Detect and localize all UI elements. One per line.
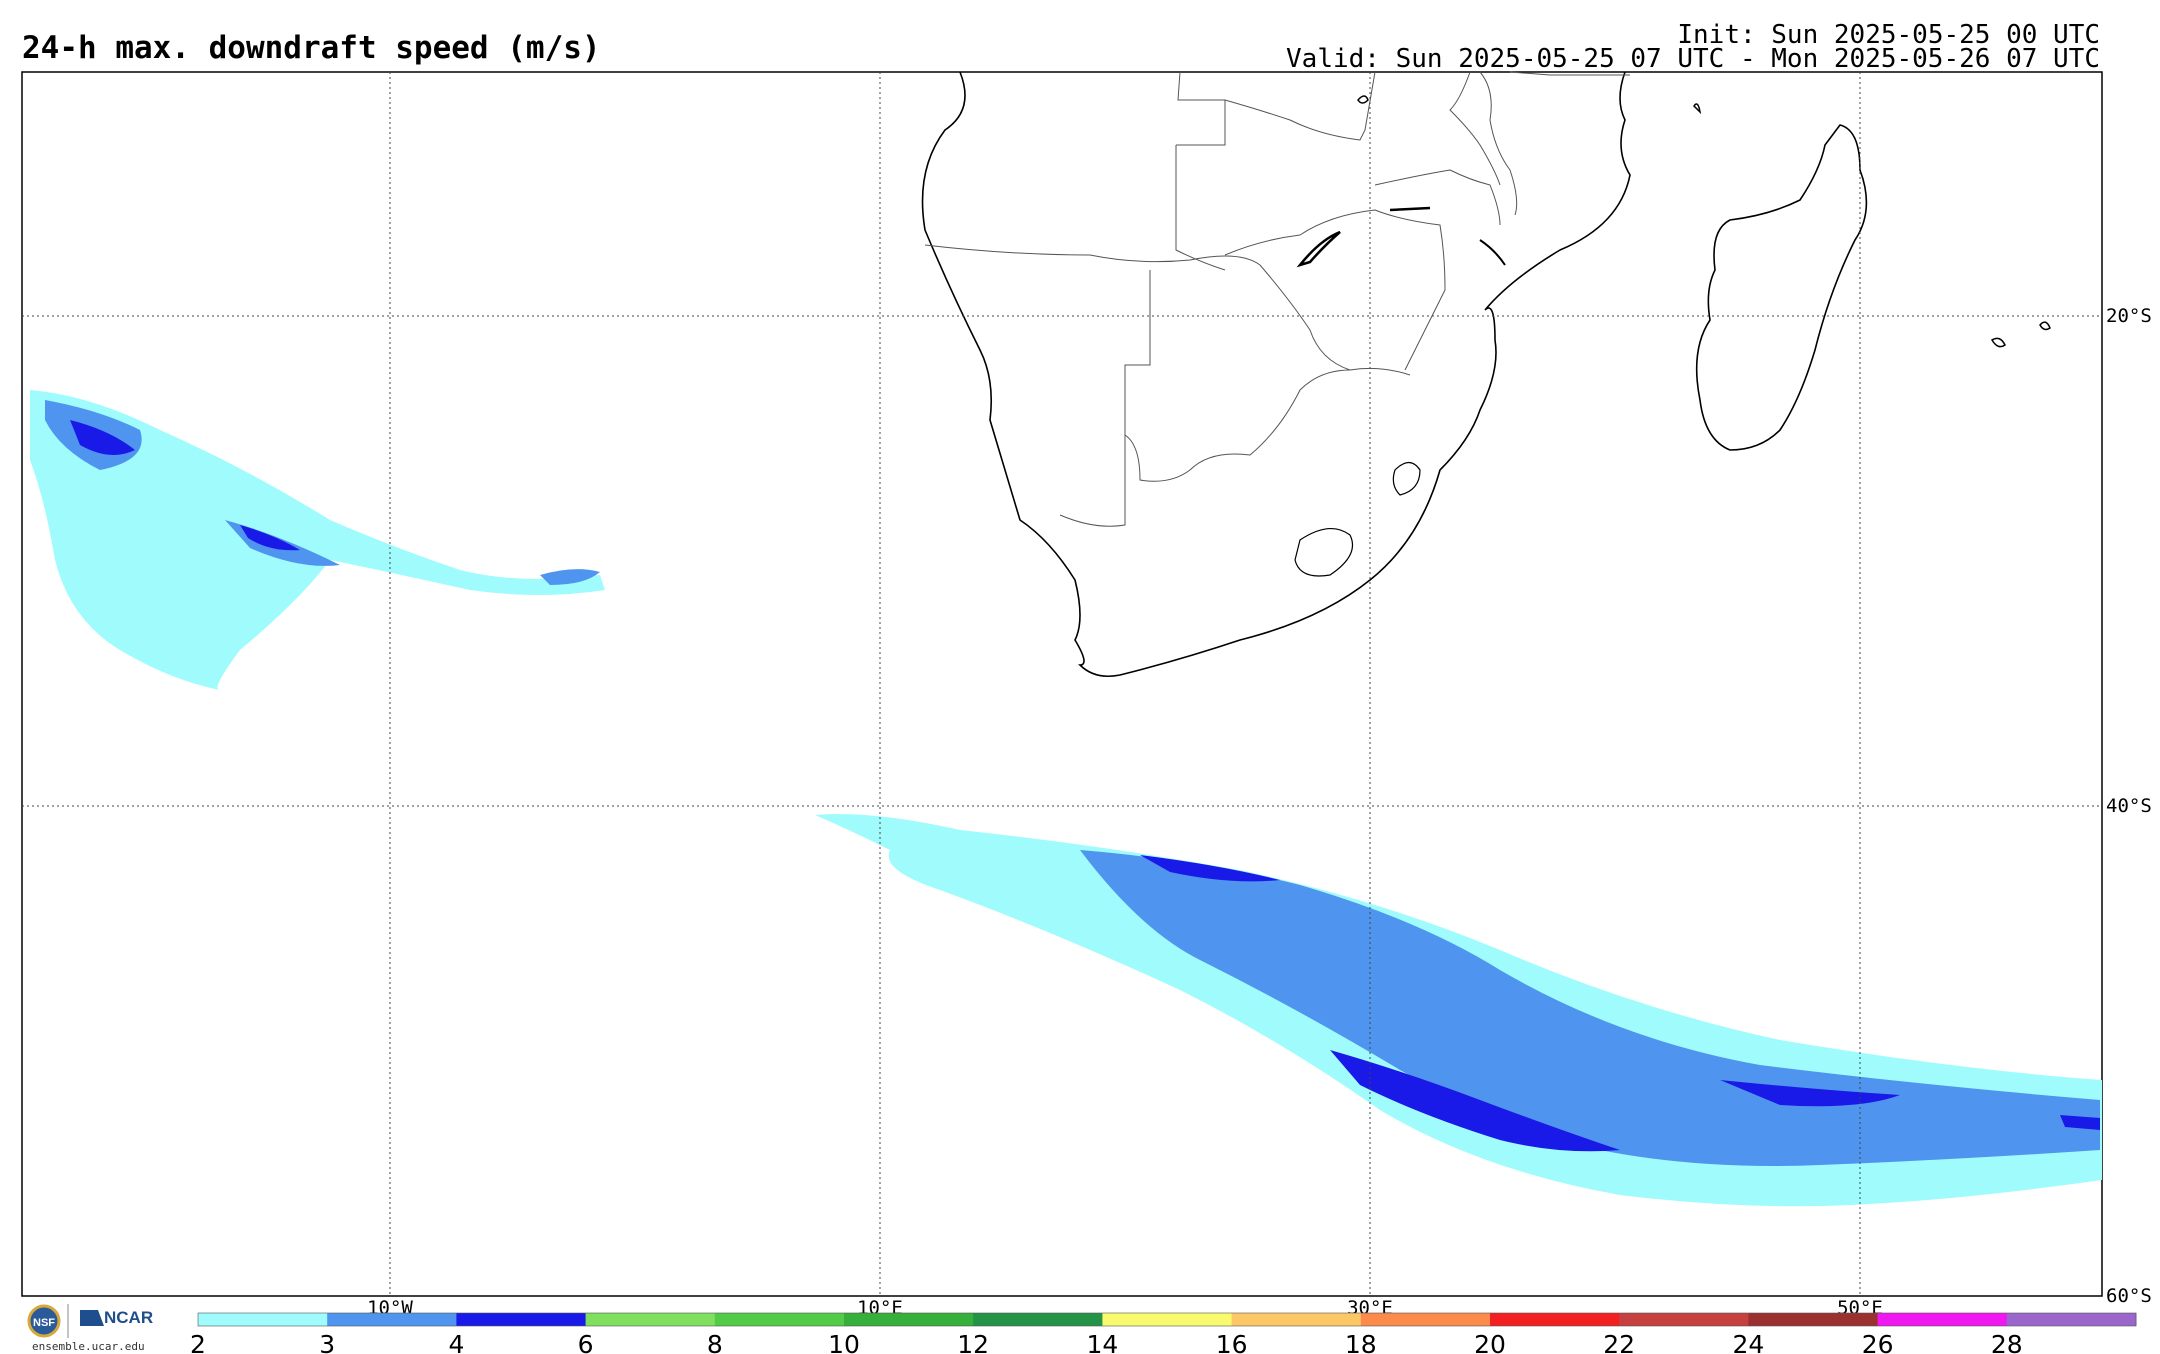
- colorbar-swatch: [585, 1313, 716, 1326]
- credit-url: ensemble.ucar.edu: [32, 1340, 145, 1353]
- colorbar-tick-label: 8: [707, 1330, 723, 1354]
- lat-label-40s: 40°S: [2106, 795, 2152, 817]
- colorbar-tick-label: 10: [828, 1330, 860, 1354]
- lat-label-60s: 60°S: [2106, 1285, 2152, 1307]
- colorbar-swatch: [844, 1313, 974, 1326]
- downdraft-field-southern-ocean: [815, 814, 2102, 1207]
- colorbar-swatch: [714, 1313, 845, 1326]
- colorbar-swatch: [973, 1313, 1103, 1326]
- svg-text:NSF: NSF: [33, 1317, 55, 1329]
- colorbar-tick-label: 4: [448, 1330, 464, 1354]
- colorbar-swatch: [327, 1313, 457, 1326]
- colorbar-tick-label: 24: [1732, 1330, 1764, 1354]
- colorbar-swatch: [1748, 1313, 1879, 1326]
- colorbar-border: [197, 1312, 2137, 1327]
- country-borders: [924, 71, 1630, 527]
- colorbar-tick-label: 26: [1862, 1330, 1894, 1354]
- graticule: [22, 72, 2102, 1296]
- colorbar-swatch: [1102, 1313, 1233, 1326]
- lat-label-20s: 20°S: [2106, 305, 2152, 327]
- colorbar-swatch: [198, 1313, 328, 1326]
- init-time: Init: Sun 2025-05-25 00 UTC: [1677, 20, 2100, 50]
- colorbar-tick-label: 20: [1474, 1330, 1506, 1354]
- colorbar-tick-label: 28: [1991, 1330, 2023, 1354]
- ncar-logo-text: NCAR: [104, 1308, 154, 1327]
- colorbar-swatch: [1360, 1313, 1491, 1326]
- colorbar: 2 3 4 6 8 10 12 14 16 18 20 22 24 26 28: [190, 1312, 2137, 1354]
- colorbar-tick-label: 18: [1345, 1330, 1377, 1354]
- colorbar-tick-label: 2: [190, 1330, 206, 1354]
- colorbar-tick-label: 14: [1086, 1330, 1118, 1354]
- colorbar-swatch: [1619, 1313, 1749, 1326]
- valid-time: Valid: Sun 2025-05-25 07 UTC - Mon 2025-…: [1286, 44, 2100, 74]
- colorbar-tick-label: 6: [578, 1330, 594, 1354]
- nsf-logo-icon: NSF: [27, 1304, 61, 1338]
- coastlines: [921, 71, 2051, 678]
- colorbar-tick-label: 12: [957, 1330, 989, 1354]
- colorbar-tick-label: 22: [1603, 1330, 1635, 1354]
- colorbar-tick-label: 16: [1216, 1330, 1248, 1354]
- colorbar-tick-label: 3: [319, 1330, 335, 1354]
- colorbar-swatch: [1231, 1313, 1362, 1326]
- colorbar-swatch: [456, 1313, 587, 1326]
- ncar-logo-icon: [80, 1310, 104, 1326]
- map-title: 24-h max. downdraft speed (m/s): [22, 30, 601, 66]
- colorbar-swatch: [1877, 1313, 2008, 1326]
- colorbar-swatch: [2006, 1313, 2137, 1326]
- colorbar-swatch: [1490, 1313, 1620, 1326]
- downdraft-field-south-atlantic: [30, 390, 605, 690]
